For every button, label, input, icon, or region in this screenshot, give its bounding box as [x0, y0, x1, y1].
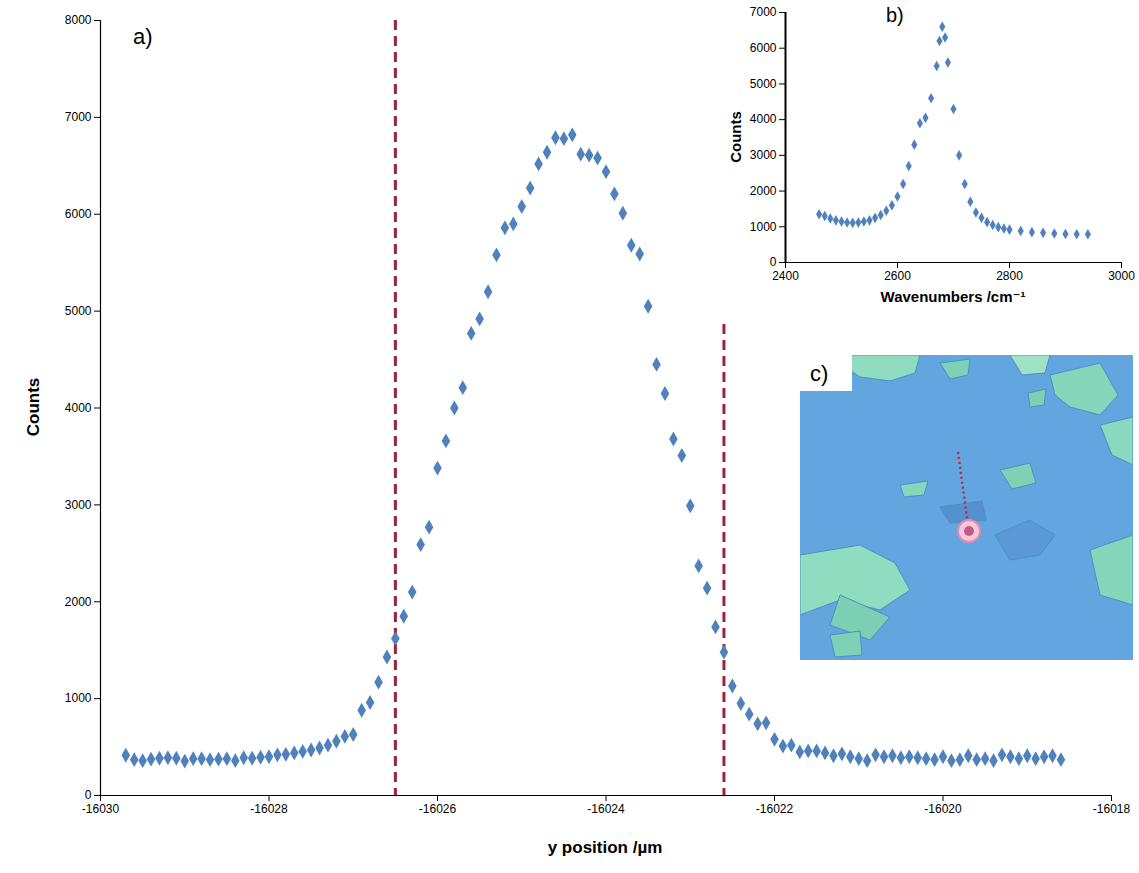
svg-text:0: 0: [770, 255, 777, 269]
html-text:Wavenumbers /cm⁻¹: Wavenumbers /cm⁻¹: [880, 288, 1026, 305]
svg-text:2400: 2400: [772, 269, 799, 283]
svg-text:6000: 6000: [65, 207, 92, 221]
html-text:y position /µm: y position /µm: [547, 838, 663, 857]
html-text:Counts: Counts: [726, 111, 744, 163]
svg-text:3000: 3000: [750, 148, 777, 162]
svg-text:-16024: -16024: [587, 802, 625, 816]
html-text:Counts: Counts: [24, 377, 43, 437]
svg-text:c): c): [810, 361, 828, 386]
svg-text:-16026: -16026: [419, 802, 457, 816]
svg-text:7000: 7000: [65, 110, 92, 124]
svg-text:3000: 3000: [65, 498, 92, 512]
svg-text:2600: 2600: [884, 269, 911, 283]
svg-text:5000: 5000: [750, 77, 777, 91]
html-text:a): a): [133, 24, 153, 49]
svg-text:4000: 4000: [750, 112, 777, 126]
svg-text:0: 0: [85, 788, 92, 802]
svg-text:-16030: -16030: [82, 802, 120, 816]
svg-text:6000: 6000: [750, 41, 777, 55]
svg-text:5000: 5000: [65, 304, 92, 318]
html-text:b): b): [886, 4, 904, 26]
svg-text:2000: 2000: [65, 595, 92, 609]
svg-text:3000: 3000: [1108, 269, 1135, 283]
svg-text:-16018: -16018: [1093, 802, 1131, 816]
svg-text:8000: 8000: [65, 13, 92, 27]
svg-text:-16028: -16028: [250, 802, 288, 816]
svg-text:2800: 2800: [996, 269, 1023, 283]
svg-text:-16020: -16020: [924, 802, 962, 816]
svg-text:1000: 1000: [65, 691, 92, 705]
svg-text:4000: 4000: [65, 401, 92, 415]
svg-text:7000: 7000: [750, 5, 777, 19]
svg-text:2000: 2000: [750, 184, 777, 198]
svg-text:1000: 1000: [750, 220, 777, 234]
svg-text:-16022: -16022: [756, 802, 794, 816]
